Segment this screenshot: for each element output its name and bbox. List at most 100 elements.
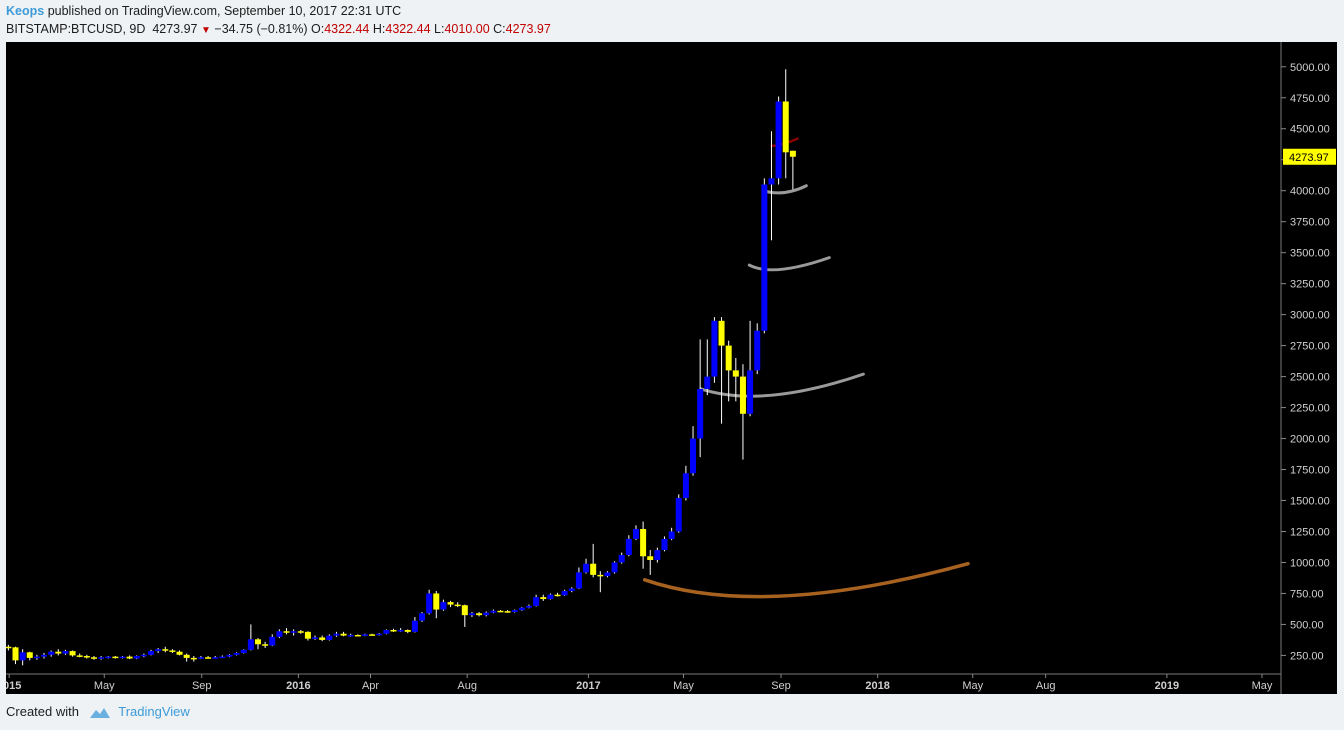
candle bbox=[262, 641, 269, 648]
candle bbox=[333, 631, 340, 637]
candle-body bbox=[583, 563, 590, 573]
candle bbox=[48, 650, 55, 657]
candle bbox=[112, 656, 119, 659]
candle bbox=[504, 610, 511, 613]
candle-body bbox=[732, 370, 739, 377]
candle bbox=[711, 317, 718, 383]
candle bbox=[55, 649, 62, 656]
candle bbox=[254, 638, 261, 650]
candle-body bbox=[205, 657, 212, 659]
candle-body bbox=[483, 612, 490, 616]
candle-body bbox=[5, 646, 12, 649]
candle-body bbox=[682, 473, 689, 499]
candle bbox=[276, 629, 283, 639]
candle bbox=[668, 527, 675, 541]
candle bbox=[269, 634, 276, 647]
price-tick-label: 3500.00 bbox=[1290, 248, 1330, 260]
price-tick-label: 5000.00 bbox=[1290, 62, 1330, 74]
price-tick-label: 1250.00 bbox=[1290, 526, 1330, 538]
candle-body bbox=[725, 345, 732, 371]
candle-body bbox=[426, 593, 433, 614]
candle-body bbox=[704, 376, 711, 389]
candle bbox=[312, 635, 319, 640]
candle bbox=[347, 633, 354, 637]
candle bbox=[5, 644, 12, 651]
candle bbox=[419, 612, 426, 622]
chart-pane[interactable]: 250.00 500.00 750.00 1000.00 1250.00 1500.00 1… bbox=[0, 42, 1337, 694]
candle-body bbox=[304, 631, 311, 639]
candle-body bbox=[126, 656, 133, 659]
price-tick-label: 2000.00 bbox=[1290, 434, 1330, 446]
time-tick-label: Sep bbox=[771, 680, 791, 692]
candle-body bbox=[319, 637, 326, 640]
candle-body bbox=[640, 529, 647, 557]
candle-body bbox=[540, 597, 547, 600]
candle bbox=[126, 655, 133, 660]
candle-body bbox=[518, 607, 525, 611]
candle-body bbox=[575, 572, 582, 589]
candle-body bbox=[19, 652, 26, 661]
author-name[interactable]: Keops bbox=[6, 4, 45, 18]
candle-body bbox=[183, 654, 190, 658]
candle-body bbox=[461, 605, 468, 616]
tradingview-link[interactable]: TradingView bbox=[118, 704, 190, 719]
candlestick-series bbox=[5, 69, 796, 666]
candle bbox=[411, 616, 418, 633]
candle-body bbox=[768, 178, 775, 185]
candle bbox=[247, 624, 254, 651]
candle bbox=[283, 628, 290, 635]
candle-body bbox=[761, 184, 768, 331]
candle-body bbox=[190, 657, 197, 660]
candle-body bbox=[376, 633, 383, 636]
candle bbox=[119, 656, 126, 659]
candle-body bbox=[547, 594, 554, 600]
candle bbox=[69, 650, 76, 657]
candle bbox=[561, 589, 568, 596]
candle-body bbox=[76, 655, 83, 657]
candle bbox=[197, 656, 204, 660]
candle-body bbox=[497, 610, 504, 613]
candle-body bbox=[533, 597, 540, 606]
candle-body bbox=[754, 330, 761, 371]
candle bbox=[319, 635, 326, 642]
candle-body bbox=[618, 555, 625, 563]
candle bbox=[304, 631, 311, 641]
time-tick-label: 2019 bbox=[1155, 680, 1179, 692]
candle-body bbox=[369, 634, 376, 636]
created-with-text: Created with bbox=[6, 704, 79, 719]
candle-body bbox=[169, 650, 176, 652]
candle-body bbox=[240, 649, 247, 653]
candle bbox=[775, 96, 782, 185]
candle-body bbox=[312, 637, 319, 639]
close-label: C: bbox=[493, 22, 506, 36]
candle-body bbox=[33, 656, 40, 659]
time-tick-label: Aug bbox=[457, 680, 477, 692]
candle bbox=[568, 587, 575, 593]
candle bbox=[611, 561, 618, 574]
candle bbox=[640, 521, 647, 569]
candle bbox=[454, 602, 461, 608]
candle-body bbox=[69, 651, 76, 656]
candle-body bbox=[112, 656, 119, 659]
time-tick-label: May bbox=[1252, 680, 1273, 692]
candle-body bbox=[361, 634, 368, 636]
candle-body bbox=[447, 602, 454, 605]
candle bbox=[326, 634, 333, 641]
candle bbox=[390, 628, 397, 632]
price-tick-label: 2250.00 bbox=[1290, 403, 1330, 415]
candle bbox=[162, 646, 169, 653]
candle bbox=[739, 364, 746, 460]
candle-body bbox=[176, 651, 183, 655]
candle bbox=[647, 550, 654, 575]
candle-body bbox=[155, 649, 162, 652]
price-chart[interactable]: 250.00 500.00 750.00 1000.00 1250.00 1500.00 1… bbox=[0, 42, 1337, 694]
price-tick-label: 2500.00 bbox=[1290, 372, 1330, 384]
arc-line bbox=[747, 256, 831, 272]
arc-drawings bbox=[642, 137, 970, 599]
candle-body bbox=[561, 590, 568, 596]
low-value: 4010.00 bbox=[444, 22, 490, 36]
candle-body bbox=[197, 657, 204, 659]
candle bbox=[768, 131, 775, 241]
publish-header: Keops published on TradingView.com, Sept… bbox=[6, 3, 401, 19]
open-label: O: bbox=[311, 22, 325, 36]
